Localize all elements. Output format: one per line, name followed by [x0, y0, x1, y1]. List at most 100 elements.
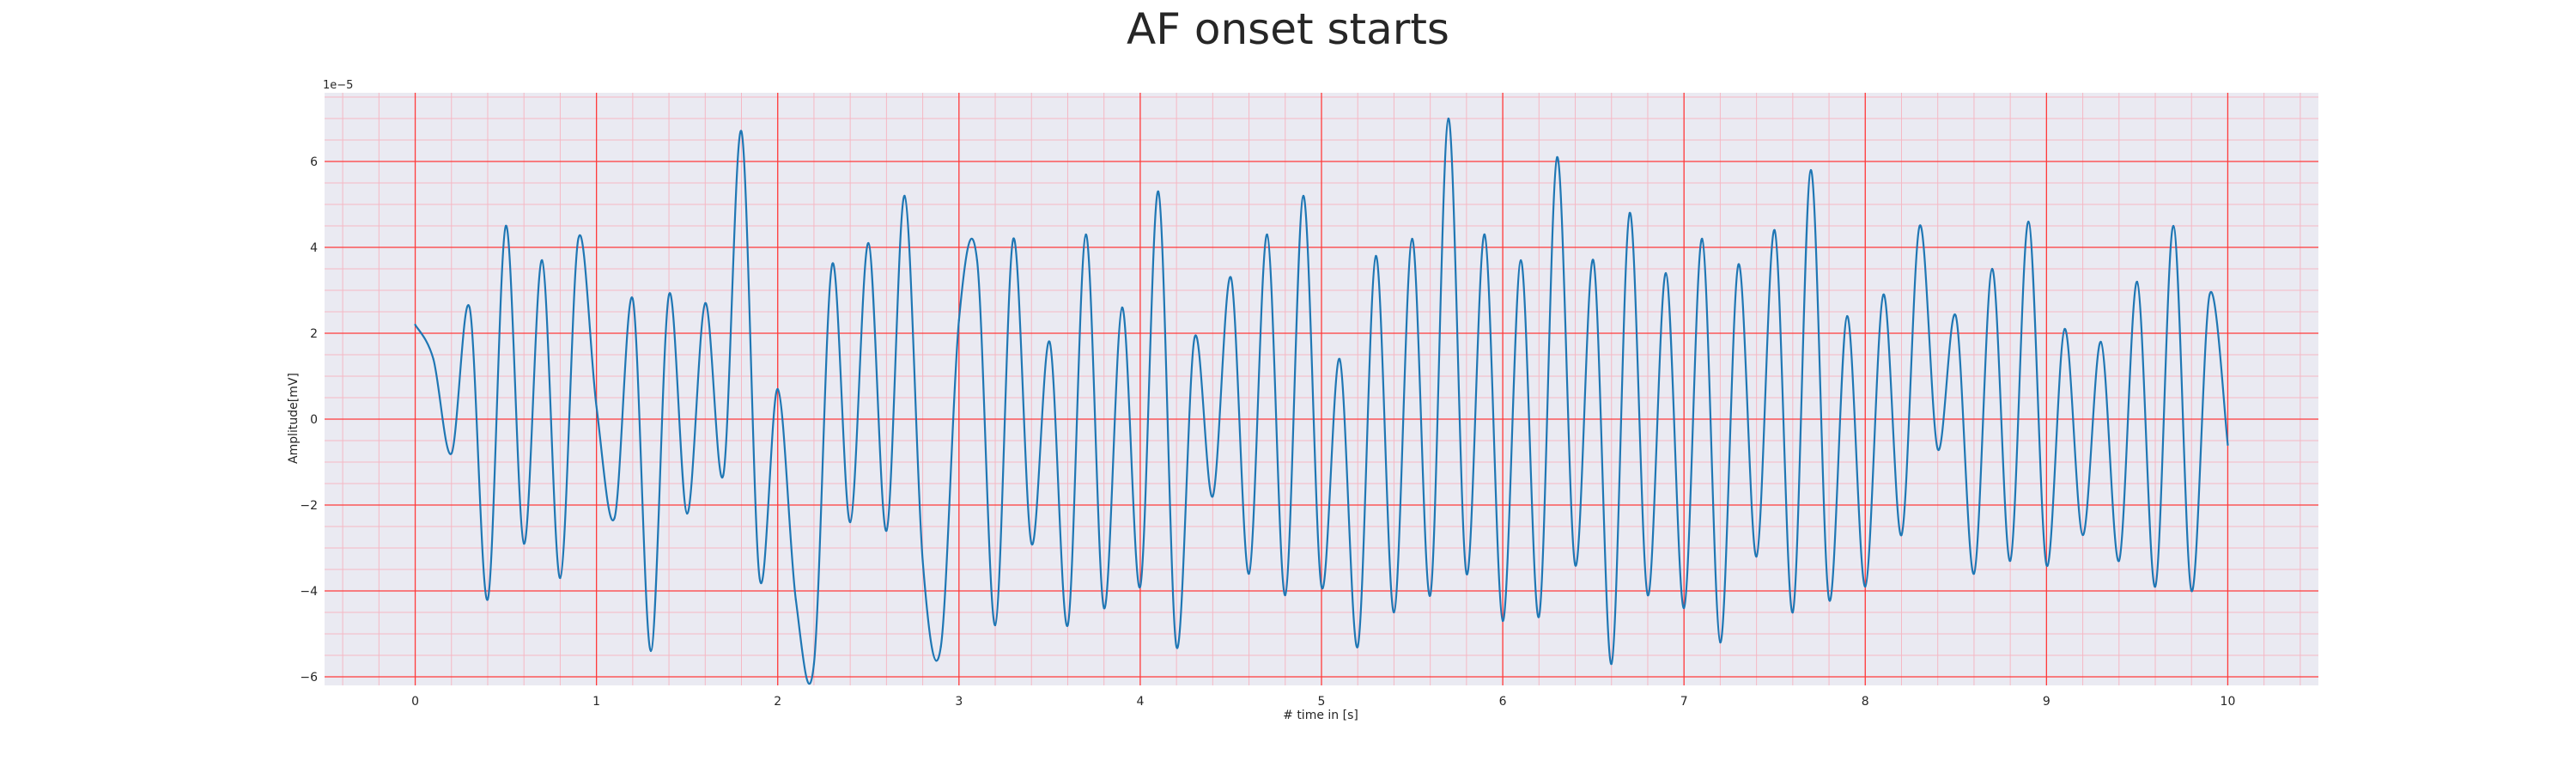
data-point	[1954, 314, 1957, 318]
data-point	[830, 263, 834, 266]
data-point	[595, 405, 598, 408]
data-point	[921, 559, 924, 563]
data-point	[1375, 254, 1377, 258]
data-point	[468, 306, 471, 309]
data-point	[1864, 585, 1867, 588]
data-point	[704, 301, 707, 305]
data-point	[812, 662, 816, 666]
x-tick-label: 2	[774, 695, 781, 709]
data-point	[903, 194, 906, 198]
data-point	[541, 259, 544, 262]
y-tick-label: 4	[310, 241, 318, 255]
data-point	[1664, 271, 1668, 275]
data-point	[2063, 327, 2066, 331]
data-point	[504, 224, 507, 228]
data-point	[1501, 619, 1504, 623]
data-point	[1357, 645, 1359, 648]
data-point	[794, 598, 797, 601]
data-point	[885, 529, 888, 533]
data-point	[667, 293, 671, 296]
x-tick-label: 6	[1499, 695, 1507, 709]
data-point	[1302, 194, 1304, 198]
data-point	[993, 624, 997, 627]
data-point	[1882, 293, 1885, 296]
data-point	[2227, 443, 2229, 447]
y-tick-label: −4	[300, 585, 318, 599]
data-point	[2099, 340, 2102, 344]
data-point	[486, 598, 489, 601]
data-point	[849, 520, 852, 524]
data-point	[1900, 533, 1903, 537]
data-point	[2009, 559, 2012, 563]
x-tick-label: 8	[1862, 695, 1869, 709]
y-tick-label: −6	[300, 671, 318, 685]
x-axis-label: # time in [s]	[1283, 709, 1358, 722]
data-point	[939, 645, 942, 648]
data-point	[1012, 237, 1015, 240]
data-point	[432, 357, 434, 361]
data-point	[1284, 593, 1286, 597]
y-axis-ticks: −6 −4 −2 0 2 4 6	[300, 155, 318, 685]
x-tick-label: 9	[2043, 695, 2050, 709]
data-point	[2117, 559, 2120, 563]
data-point	[2154, 585, 2157, 588]
x-tick-label: 10	[2221, 695, 2236, 709]
data-point	[1248, 572, 1250, 575]
data-point	[686, 512, 689, 515]
data-point	[1320, 585, 1323, 588]
y-tick-label: −2	[300, 499, 318, 513]
data-point	[1393, 611, 1395, 614]
x-tick-label: 5	[1318, 695, 1326, 709]
data-point	[649, 649, 653, 653]
data-point	[1538, 615, 1540, 618]
signal-line	[414, 117, 2229, 685]
data-point	[1084, 233, 1087, 236]
data-point	[1574, 563, 1577, 567]
data-point	[2190, 589, 2193, 593]
data-point	[1483, 233, 1486, 236]
data-point	[1194, 336, 1196, 339]
data-point	[1520, 259, 1522, 262]
data-point	[975, 259, 979, 262]
data-point	[1755, 555, 1758, 558]
data-point	[577, 237, 580, 240]
data-point	[1030, 542, 1033, 545]
data-point	[1447, 117, 1449, 120]
data-point	[2081, 533, 2084, 537]
x-tick-label: 1	[592, 695, 600, 709]
data-point	[1176, 645, 1178, 648]
data-point	[740, 130, 743, 133]
data-point	[867, 241, 870, 245]
data-point	[957, 319, 960, 322]
chart-title: AF onset starts	[1127, 4, 1449, 54]
data-point	[631, 297, 634, 301]
data-point	[1048, 340, 1051, 344]
data-point	[1809, 168, 1813, 172]
data-point	[1411, 237, 1413, 240]
data-point	[1556, 155, 1558, 159]
data-point	[2045, 563, 2048, 567]
data-point	[1628, 211, 1631, 215]
data-point	[1683, 606, 1686, 610]
data-point	[1429, 593, 1431, 597]
x-axis-ticks: 0 1 2 3 4 5 6 7 8 9 10	[411, 695, 2235, 709]
data-point	[758, 576, 761, 580]
data-point	[559, 576, 562, 580]
data-point	[2027, 220, 2030, 223]
data-point	[1339, 357, 1341, 361]
data-point	[1791, 611, 1794, 614]
data-point	[1827, 598, 1831, 601]
data-point	[1103, 606, 1105, 610]
data-point	[722, 473, 725, 477]
y-tick-label: 0	[310, 413, 318, 427]
data-point	[1701, 237, 1704, 240]
data-point	[1465, 572, 1467, 575]
y-offset-label: 1e−5	[323, 79, 353, 92]
data-points	[414, 117, 2229, 666]
data-point	[776, 387, 779, 391]
data-point	[2172, 224, 2175, 228]
data-point	[1592, 259, 1595, 262]
data-point	[2136, 280, 2139, 283]
data-point	[523, 542, 526, 545]
